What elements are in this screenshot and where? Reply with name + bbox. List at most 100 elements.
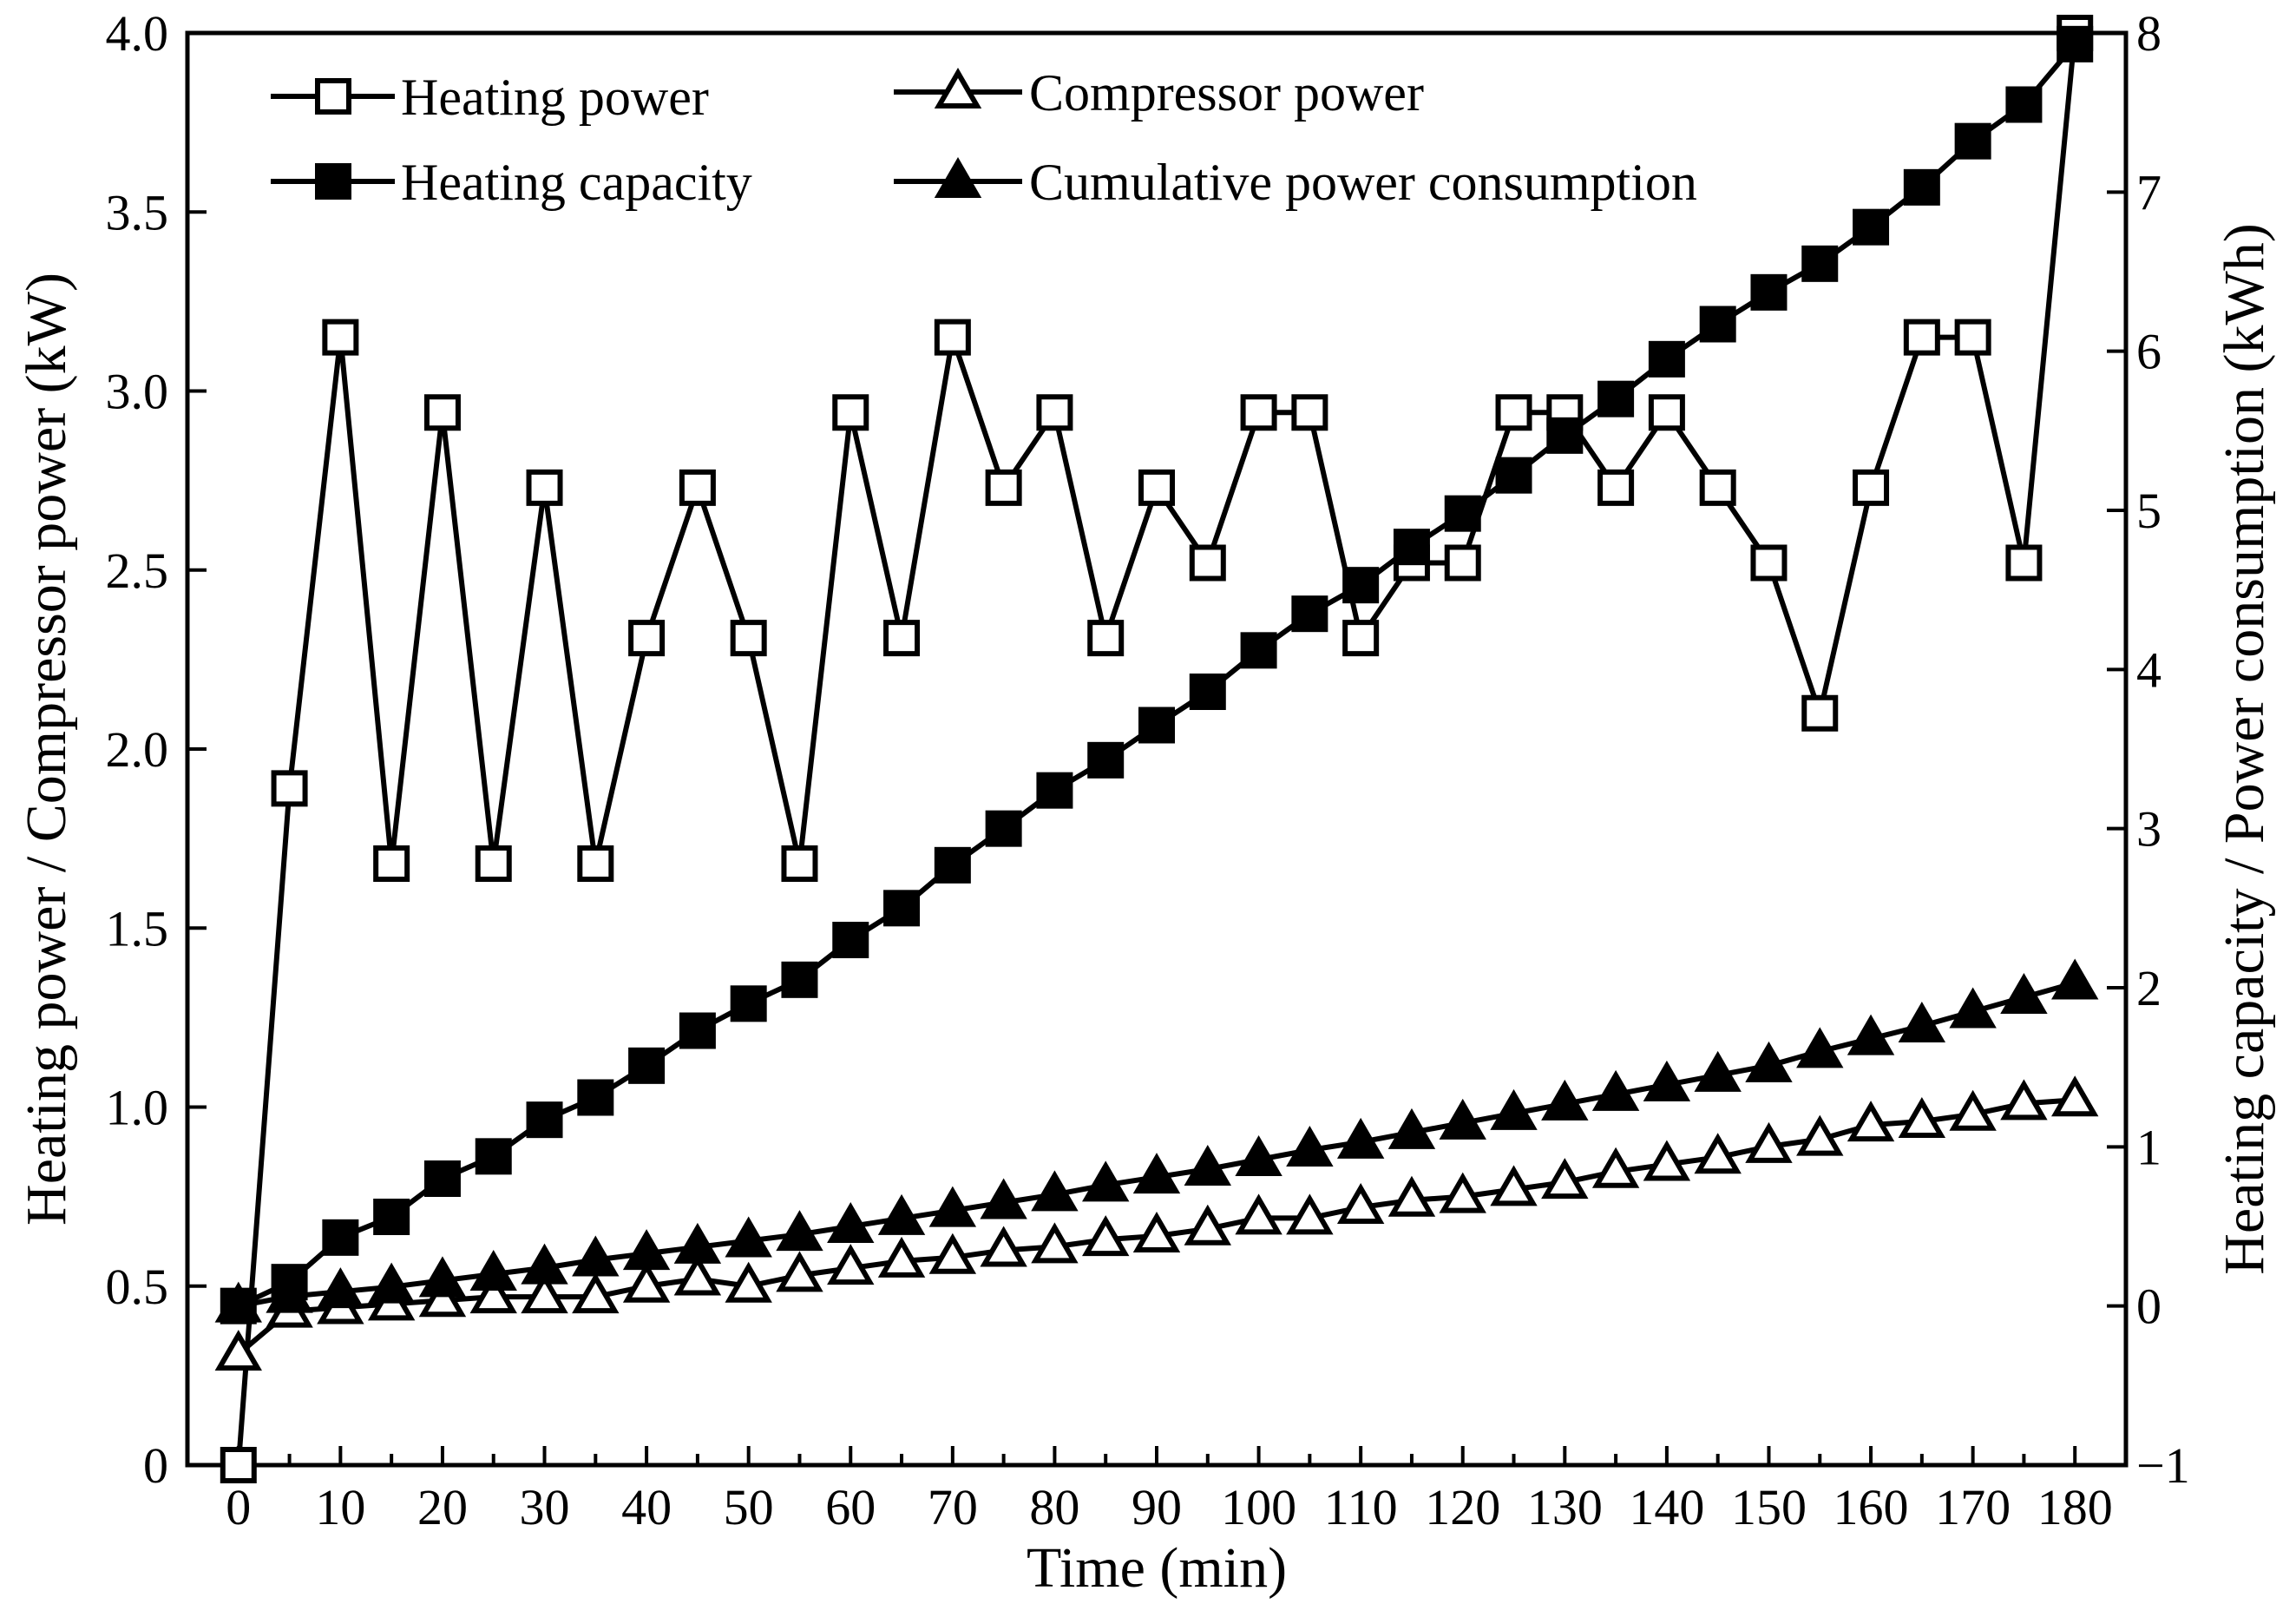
marker-cumulative-power-consumption [266, 1272, 313, 1313]
legend-label-heating-power: Heating power [401, 69, 709, 126]
marker-cumulative-power-consumption [1591, 1069, 1640, 1111]
x-axis: 0 10 20 30 40 50 60 70 80 90 100 110 120 130 140 150 160… [226, 1446, 2113, 1535]
marker-heating-power [1240, 394, 1277, 431]
series-line-heating-capacity [237, 42, 2077, 1309]
marker-heating-capacity [1954, 122, 1991, 160]
legend-label-compressor-power: Compressor power [1029, 64, 1424, 122]
marker-compressor-power [1490, 1165, 1538, 1206]
y-right-tick-label: 7 [2136, 164, 2162, 220]
marker-cumulative-power-consumption [1184, 1145, 1231, 1186]
legend-entry-compressor-power: Compressor power [894, 64, 1424, 122]
marker-heating-power [1444, 544, 1481, 582]
marker-compressor-power [1286, 1193, 1334, 1235]
marker-cumulative-power-consumption [1336, 1117, 1385, 1159]
x-tick-label: 70 [928, 1479, 978, 1535]
marker-heating-capacity [2057, 25, 2094, 62]
y-left-tick-label: 0 [143, 1437, 168, 1494]
marker-heating-capacity [679, 1012, 716, 1049]
marker-heating-power [373, 845, 410, 882]
x-axis-title: Time (min) [1027, 1536, 1287, 1600]
marker-cumulative-power-consumption [776, 1210, 823, 1252]
marker-heating-capacity [1903, 168, 1940, 206]
marker-compressor-power [1031, 1222, 1079, 1264]
marker-heating-capacity [832, 922, 869, 958]
marker-heating-capacity [423, 1160, 461, 1197]
marker-heating-power [628, 620, 666, 657]
marker-heating-capacity [1801, 245, 1839, 282]
marker-cumulative-power-consumption [673, 1222, 722, 1264]
legend-marker-open-square [315, 78, 351, 115]
marker-cumulative-power-consumption [1796, 1027, 1844, 1068]
marker-cumulative-power-consumption [2051, 958, 2099, 1000]
marker-cumulative-power-consumption [1082, 1160, 1130, 1202]
marker-cumulative-power-consumption [1745, 1041, 1793, 1082]
x-tick-label: 50 [724, 1479, 774, 1535]
marker-heating-capacity [1291, 595, 1328, 633]
right-axis: −1 0 1 2 3 4 5 6 7 8 [2107, 5, 2190, 1494]
marker-heating-capacity [883, 890, 921, 927]
marker-cumulative-power-consumption [1031, 1170, 1079, 1212]
marker-compressor-power [673, 1254, 722, 1296]
y-right-tick-label: 5 [2136, 483, 2162, 539]
marker-compressor-power [1132, 1212, 1181, 1252]
marker-compressor-power [214, 1330, 262, 1371]
marker-compressor-power [622, 1261, 671, 1303]
marker-cumulative-power-consumption [1235, 1135, 1282, 1176]
marker-compressor-power [1796, 1114, 1844, 1156]
marker-heating-capacity [1393, 529, 1430, 566]
x-tick-label: 140 [1629, 1479, 1704, 1535]
marker-compressor-power [572, 1272, 620, 1314]
marker-heating-power [1342, 620, 1380, 657]
x-tick-label: 160 [1834, 1479, 1909, 1535]
marker-cumulative-power-consumption [877, 1193, 926, 1235]
marker-heating-power [1138, 469, 1175, 506]
marker-heating-capacity [1240, 632, 1277, 669]
marker-compressor-power [725, 1261, 772, 1303]
marker-compressor-power [1847, 1101, 1895, 1142]
x-tick-label: 90 [1132, 1479, 1182, 1535]
marker-heating-capacity [1189, 674, 1226, 710]
marker-compressor-power [2051, 1075, 2099, 1117]
marker-heating-power [1597, 469, 1635, 506]
marker-compressor-power [1694, 1133, 1742, 1174]
marker-heating-power [1903, 319, 1940, 356]
x-tick-label: 30 [520, 1479, 570, 1535]
marker-compressor-power [1387, 1175, 1436, 1217]
y-right-tick-label: 2 [2136, 960, 2162, 1016]
y-left-axis-title: Heating power / Compressor power (kW) [15, 273, 78, 1226]
marker-cumulative-power-consumption [418, 1256, 467, 1298]
marker-heating-power [1189, 544, 1226, 582]
x-tick-label: 180 [2037, 1479, 2113, 1535]
marker-heating-capacity [1036, 772, 1073, 809]
marker-cumulative-power-consumption [1439, 1098, 1486, 1140]
marker-heating-power [577, 845, 614, 882]
marker-heating-power [322, 319, 359, 356]
marker-heating-power [679, 469, 716, 506]
marker-cumulative-power-consumption [1541, 1079, 1589, 1121]
marker-heating-capacity [1138, 707, 1175, 744]
marker-heating-power [1291, 394, 1328, 431]
marker-compressor-power [827, 1244, 875, 1285]
legend-label-heating-capacity: Heating capacity [401, 154, 752, 211]
marker-compressor-power [1235, 1193, 1282, 1235]
marker-compressor-power [1949, 1089, 1997, 1131]
marker-cumulative-power-consumption [622, 1229, 671, 1271]
marker-heating-capacity [526, 1101, 563, 1139]
marker-compressor-power [418, 1276, 467, 1318]
y-right-tick-label: 0 [2136, 1278, 2162, 1335]
marker-compressor-power [1184, 1204, 1231, 1246]
x-tick-label: 80 [1029, 1479, 1079, 1535]
marker-heating-power [1495, 394, 1532, 431]
marker-cumulative-power-consumption [1898, 1002, 1946, 1042]
marker-heating-capacity [1342, 567, 1380, 604]
marker-compressor-power [1745, 1121, 1793, 1163]
marker-heating-capacity [475, 1138, 512, 1175]
marker-cumulative-power-consumption [827, 1202, 875, 1243]
marker-heating-capacity [1853, 208, 1890, 246]
x-tick-label: 100 [1221, 1479, 1296, 1535]
marker-heating-power [1853, 469, 1890, 506]
marker-heating-capacity [1648, 340, 1685, 378]
y-left-tick-label: 3.0 [106, 364, 169, 420]
marker-heating-power [220, 1447, 257, 1483]
